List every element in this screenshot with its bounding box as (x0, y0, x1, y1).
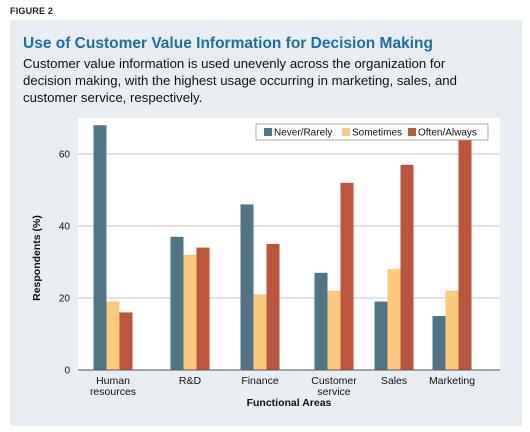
x-category-label: Sales (381, 375, 407, 387)
bar-sometimes-5 (445, 290, 459, 370)
bar-sometimes-0 (106, 301, 120, 370)
legend-swatch (342, 128, 350, 136)
bar-never-rarely-3 (314, 272, 328, 370)
gridlines (78, 153, 500, 299)
plot-area (78, 118, 500, 370)
y-tick-label: 20 (59, 294, 71, 305)
x-category-label: resources (90, 386, 136, 398)
bar-sometimes-1 (183, 254, 197, 370)
bar-often-always-5 (458, 139, 472, 370)
bar-never-rarely-1 (170, 236, 184, 370)
bar-often-always-0 (119, 312, 133, 370)
legend-entry: Often/Always (418, 128, 477, 139)
x-category-label: Finance (241, 375, 279, 387)
chart-subtitle: Customer value information is used uneve… (23, 56, 457, 105)
x-category-label: R&D (179, 375, 202, 387)
x-category-label: Human (96, 375, 130, 387)
legend-swatch (408, 128, 416, 136)
figure-label: FIGURE 2 (10, 6, 54, 16)
chart-title: Use of Customer Value Information for De… (23, 35, 433, 52)
x-axis-title: Functional Areas (247, 397, 332, 409)
x-category-label: Customer (311, 375, 357, 387)
bar-never-rarely-0 (93, 125, 107, 370)
legend-entry: Never/Rarely (274, 128, 332, 139)
bar-sometimes-3 (327, 290, 341, 370)
bar-never-rarely-2 (240, 204, 254, 370)
bar-never-rarely-4 (374, 301, 388, 370)
bar-sometimes-4 (387, 269, 401, 370)
bars (93, 125, 472, 370)
bar-often-always-1 (196, 247, 210, 370)
y-tick-label: 60 (59, 150, 71, 161)
legend: Never/Rarely Sometimes Often/Always (255, 123, 489, 141)
y-tick-label: 0 (64, 366, 70, 377)
bar-never-rarely-5 (432, 316, 446, 370)
x-category-label: service (317, 386, 350, 398)
bar-often-always-2 (266, 244, 280, 370)
x-category-label: Marketing (429, 375, 475, 387)
legend-box (255, 123, 489, 141)
bar-often-always-3 (340, 182, 354, 370)
bar-often-always-4 (400, 164, 414, 370)
legend-swatch (264, 128, 272, 136)
y-tick-label: 40 (59, 222, 71, 233)
bar-sometimes-2 (253, 294, 267, 370)
legend-entry: Sometimes (352, 128, 402, 139)
y-axis-title: Respondents (%) (31, 215, 43, 301)
